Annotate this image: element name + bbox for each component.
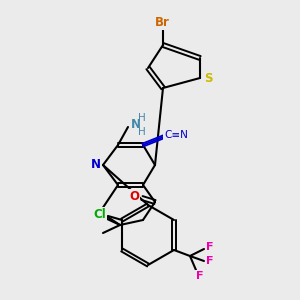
Text: F: F bbox=[206, 256, 214, 266]
Text: N: N bbox=[91, 158, 101, 172]
Text: Cl: Cl bbox=[94, 208, 106, 220]
Text: H: H bbox=[138, 113, 146, 123]
Text: F: F bbox=[206, 242, 214, 252]
Text: N: N bbox=[131, 118, 141, 131]
Text: C≡N: C≡N bbox=[164, 130, 188, 140]
Text: Br: Br bbox=[154, 16, 169, 29]
Text: O: O bbox=[129, 190, 139, 202]
Text: F: F bbox=[196, 271, 204, 281]
Text: H: H bbox=[138, 127, 146, 137]
Text: S: S bbox=[204, 71, 212, 85]
